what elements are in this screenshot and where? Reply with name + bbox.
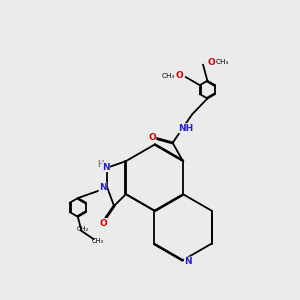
Text: CH₃: CH₃	[91, 238, 104, 244]
Text: CH₂: CH₂	[77, 226, 89, 232]
Text: O: O	[148, 133, 156, 142]
Text: N: N	[184, 257, 192, 266]
Text: CH₃: CH₃	[215, 59, 229, 65]
Text: NH: NH	[178, 124, 194, 133]
Text: O: O	[99, 218, 107, 227]
Text: H: H	[98, 160, 104, 169]
Text: O: O	[175, 71, 183, 80]
Text: CH₃: CH₃	[162, 73, 175, 79]
Text: N: N	[102, 163, 110, 172]
Text: O: O	[207, 58, 215, 67]
Text: N: N	[99, 183, 107, 192]
